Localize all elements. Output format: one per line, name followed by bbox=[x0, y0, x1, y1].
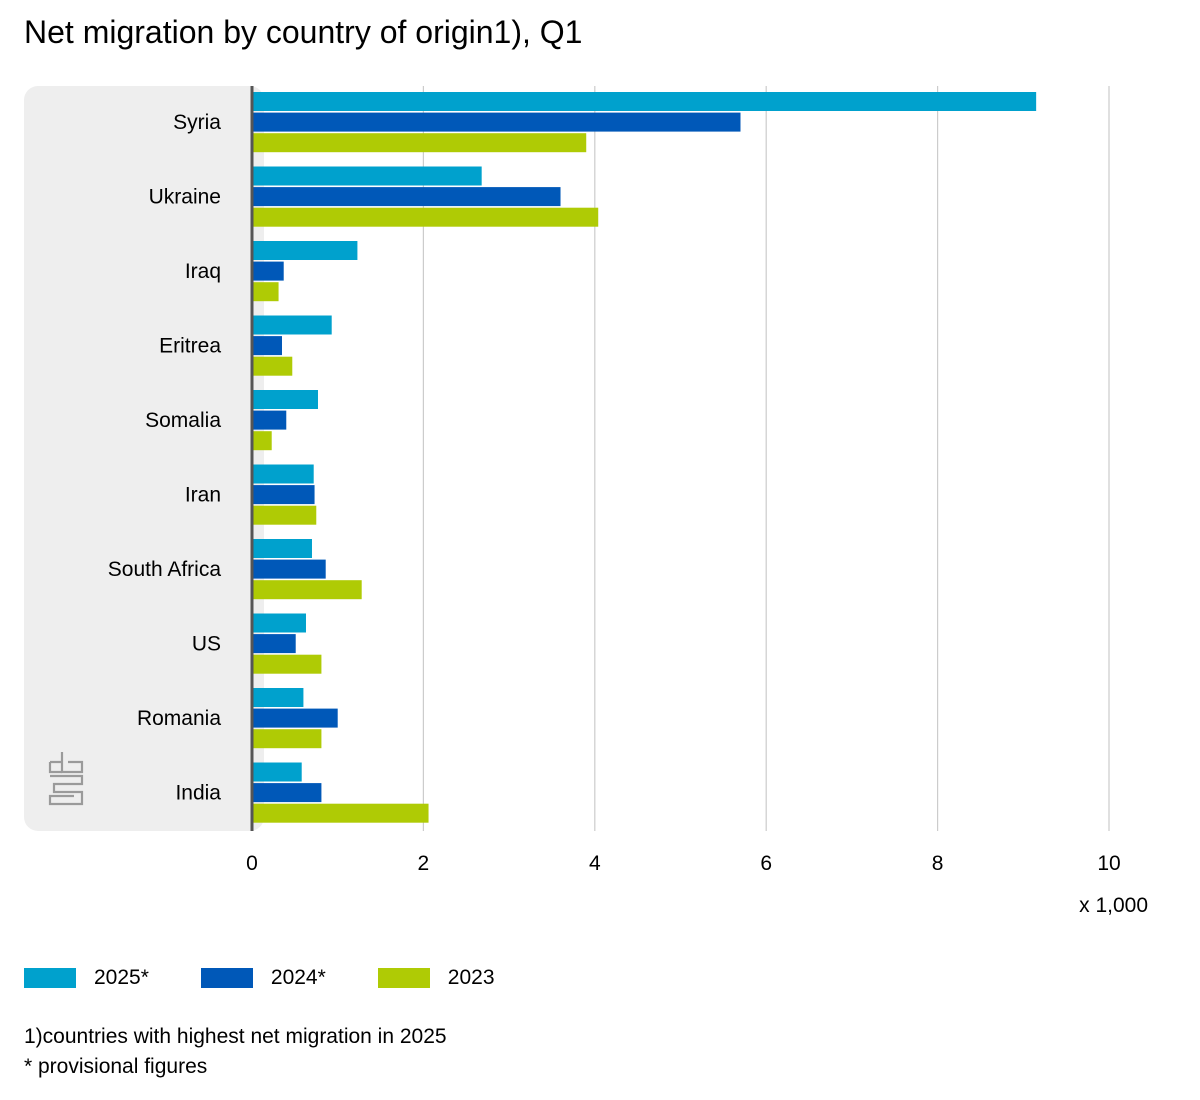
x-tick-label: 4 bbox=[589, 852, 601, 875]
category-label: Syria bbox=[173, 111, 221, 134]
bar-india-2025 bbox=[252, 762, 302, 782]
bar-iraq-2023 bbox=[252, 282, 279, 302]
bar-somalia-2023 bbox=[252, 431, 272, 451]
bar-romania-2025 bbox=[252, 688, 304, 707]
legend-swatch-2025 bbox=[24, 968, 76, 988]
bar-us-2023 bbox=[252, 654, 322, 674]
category-panel bbox=[24, 86, 264, 831]
bar-syria-2023 bbox=[252, 133, 587, 153]
provisional-note: * provisional figures bbox=[24, 1055, 208, 1078]
legend-item-2023: 2023 bbox=[377, 966, 495, 990]
x-axis-unit: x 1,000 bbox=[1079, 894, 1148, 917]
category-label: India bbox=[175, 782, 221, 805]
chart-title: Net migration by country of origin1), Q1 bbox=[24, 14, 583, 50]
legend-label-2023: 2023 bbox=[447, 966, 495, 989]
bar-ukraine-2025 bbox=[252, 166, 482, 186]
bar-ukraine-2024 bbox=[252, 187, 561, 207]
category-labels: Syria Ukraine Iraq Eritrea Somalia Iran South … bbox=[108, 111, 222, 805]
bar-romania-2023 bbox=[252, 729, 322, 749]
legend-swatch-2024 bbox=[200, 968, 253, 988]
bar-south-africa-2023 bbox=[252, 580, 362, 600]
bar-india-2023 bbox=[252, 803, 429, 823]
legend-item-2024: 2024* bbox=[200, 966, 326, 990]
footnote-text: 1)countries with highest net migration i… bbox=[24, 1025, 447, 1048]
chart-notes: 1)countries with highest net migration i… bbox=[24, 1022, 447, 1082]
bar-ukraine-2023 bbox=[252, 207, 599, 227]
x-tick-labels: 0 2 4 6 8 10 bbox=[246, 852, 1121, 875]
bar-us-2025 bbox=[252, 613, 306, 633]
bar-chart: Syria Ukraine Iraq Eritrea Somalia Iran South … bbox=[24, 86, 1148, 917]
bar-eritrea-2024 bbox=[252, 336, 282, 356]
legend-label-2025: 2025* bbox=[94, 966, 149, 989]
bar-iran-2025 bbox=[252, 464, 314, 484]
bar-somalia-2025 bbox=[252, 390, 318, 409]
category-label: Romania bbox=[137, 707, 221, 730]
category-label: Eritrea bbox=[159, 335, 221, 358]
legend-swatch-2023 bbox=[377, 968, 430, 988]
x-tick-label: 0 bbox=[246, 852, 258, 875]
bar-iraq-2025 bbox=[252, 241, 358, 260]
bar-syria-2025 bbox=[252, 92, 1037, 111]
bar-south-africa-2025 bbox=[252, 539, 312, 558]
x-tick-label: 10 bbox=[1097, 852, 1120, 875]
category-label: Somalia bbox=[145, 409, 221, 432]
bar-eritrea-2023 bbox=[252, 356, 293, 376]
category-label: Iraq bbox=[185, 260, 221, 283]
legend-item-2025: 2025* bbox=[24, 966, 149, 990]
x-tick-label: 8 bbox=[932, 852, 944, 875]
bar-iran-2023 bbox=[252, 505, 317, 525]
legend-label-2024: 2024* bbox=[270, 966, 326, 989]
bars-group bbox=[252, 92, 1037, 823]
category-label: US bbox=[192, 633, 221, 656]
bar-eritrea-2025 bbox=[252, 315, 332, 335]
bar-india-2024 bbox=[252, 783, 322, 803]
bar-iran-2024 bbox=[252, 485, 315, 505]
category-label: South Africa bbox=[108, 558, 222, 581]
bar-iraq-2024 bbox=[252, 261, 284, 281]
bar-syria-2024 bbox=[252, 112, 741, 132]
bar-romania-2024 bbox=[252, 708, 338, 728]
x-tick-label: 2 bbox=[418, 852, 430, 875]
legend: 2025* 2024* 2023 bbox=[24, 966, 547, 990]
bar-south-africa-2024 bbox=[252, 559, 326, 579]
category-label: Ukraine bbox=[149, 186, 221, 209]
bar-us-2024 bbox=[252, 634, 296, 654]
bar-somalia-2024 bbox=[252, 410, 287, 430]
category-label: Iran bbox=[185, 484, 221, 507]
x-tick-label: 6 bbox=[760, 852, 772, 875]
cbs-logo-icon bbox=[48, 752, 84, 806]
